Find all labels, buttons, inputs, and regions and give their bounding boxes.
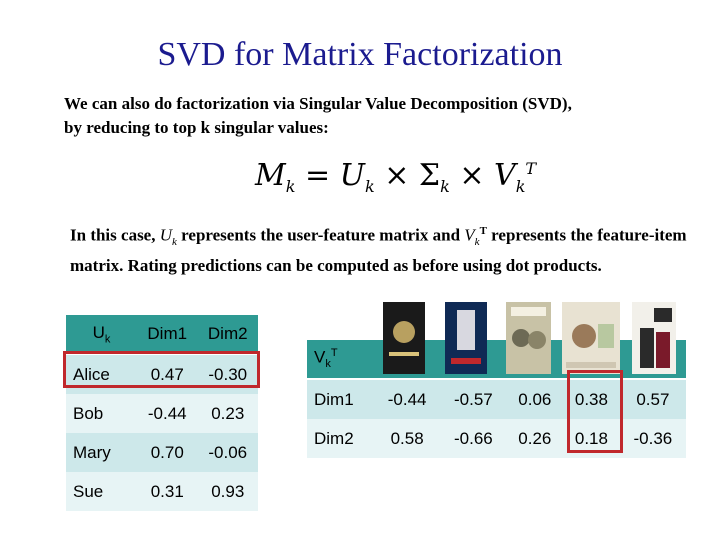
column-header-dim2: Dim2 [197,315,258,354]
alice-row-highlight [63,351,260,388]
table-cell: 0.70 [137,433,198,472]
table-cell: 0.26 [506,419,564,458]
table-cell: 0.38 [563,378,620,419]
table-header-row: VkT [307,340,686,379]
column-header-dim1: Dim1 [137,315,198,354]
terminator-poster [383,302,425,374]
table-cell: -0.06 [197,433,258,472]
row-label-mary: Mary [66,433,137,472]
die-hard-poster [445,302,487,374]
svd-formula: Mk = Uk × Σk × VkT [255,158,537,196]
intro-paragraph: We can also do factorization via Singula… [64,92,704,140]
table-row: Sue 0.31 0.93 [66,472,258,511]
table-row: Mary 0.70 -0.06 [66,433,258,472]
eat-pray-love-poster [562,302,620,374]
row-label-sue: Sue [66,472,137,511]
table-cell: 0.57 [619,378,686,419]
column-highlight [567,370,623,453]
row-label-dim2: Dim2 [307,419,374,458]
explanation-paragraph: In this case, Uk represents the user-fea… [70,225,687,276]
intro-line-1: We can also do factorization via Singula… [64,94,572,113]
table-cell: -0.36 [619,419,686,458]
table-cell: -0.57 [440,378,507,419]
table-corner-vkt: VkT [307,340,374,379]
table-row: Bob -0.44 0.23 [66,394,258,433]
table-header-row: Uk Dim1 Dim2 [66,315,258,354]
table-row: Dim1 -0.44 -0.57 0.06 0.38 0.57 [307,378,686,419]
twins-poster [506,302,551,374]
user-feature-table: Uk Dim1 Dim2 Alice 0.47 -0.30 Bob -0.44 … [66,315,258,511]
table-cell: -0.44 [137,394,198,433]
row-label-bob: Bob [66,394,137,433]
slide-title: SVD for Matrix Factorization [157,36,563,73]
table-cell: 0.93 [197,472,258,511]
table-cell: -0.66 [440,419,507,458]
table-cell: 0.23 [197,394,258,433]
table-row: Dim2 0.58 -0.66 0.26 0.18 -0.36 [307,419,686,458]
feature-item-table: VkT Dim1 -0.44 -0.57 0.06 0.38 0.57 Dim2… [307,340,686,458]
intro-line-2: by reducing to top k singular values: [64,118,329,137]
table-cell: -0.44 [374,378,441,419]
row-label-dim1: Dim1 [307,378,374,419]
table-cell: 0.06 [506,378,564,419]
table-corner-uk: Uk [66,315,137,354]
pretty-woman-poster [632,302,676,374]
table-cell: 0.31 [137,472,198,511]
table-cell: 0.58 [374,419,441,458]
